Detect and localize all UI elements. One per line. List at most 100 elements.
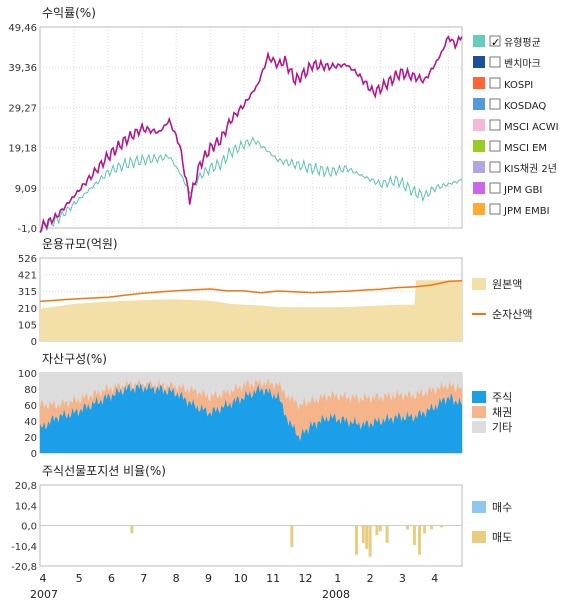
plot-area: [39, 26, 463, 229]
series-line: [39, 34, 463, 233]
bar: [429, 525, 433, 530]
bar: [365, 525, 369, 549]
y-tick-label: 315: [18, 287, 37, 298]
legend-swatch: [472, 531, 486, 543]
x-tick-label: 4: [431, 572, 438, 585]
legend-label: KOSPI: [504, 80, 533, 91]
legend-checkbox[interactable]: [489, 203, 501, 215]
bar: [406, 525, 409, 530]
x-tick-label: 7: [140, 572, 147, 585]
legend-label: 주식: [492, 391, 512, 404]
y-tick-label: 421: [18, 271, 37, 282]
legend-label: 매수: [492, 501, 512, 514]
series-area: [40, 381, 462, 453]
bar: [412, 525, 416, 545]
legend-label: 기타: [492, 421, 512, 434]
x-tick-label: 8: [173, 572, 180, 585]
legend-checkbox[interactable]: [489, 119, 501, 131]
bar: [385, 525, 389, 543]
x-tick-label: 9: [205, 572, 212, 585]
legend-label: KIS채권 2년: [504, 163, 557, 175]
legend-checkbox[interactable]: [489, 161, 501, 173]
chart-title: 자산구성(%): [42, 352, 107, 366]
legend-swatch: [473, 119, 485, 131]
bar: [290, 525, 294, 547]
legend-swatch: [473, 182, 485, 194]
chart-panel-1: 수익률(%) 49,46 39,36 29,27 19,18 9,09 -1,0 ✓ 유형평균벤…: [8, 6, 558, 235]
x-tick-label: 1: [334, 572, 341, 585]
legend-label: 벤치마크: [504, 58, 541, 70]
legend-label: 채권: [492, 406, 512, 419]
legend-swatch: [472, 501, 486, 513]
y-tick-label: 20: [24, 433, 37, 444]
year-label: 2007: [30, 588, 58, 601]
bar: [355, 525, 358, 555]
bar: [368, 525, 372, 557]
y-tick-label: 19,18: [8, 144, 37, 155]
x-tick-label: 2: [367, 572, 374, 585]
legend-checkbox[interactable]: [489, 140, 501, 152]
y-tick-label: 0,0: [21, 522, 37, 533]
y-tick-label: 20,8: [15, 481, 37, 492]
legend-checkbox[interactable]: [489, 98, 501, 110]
bar: [440, 525, 444, 528]
check-icon: ✓: [491, 36, 500, 49]
legend-swatch: [473, 77, 485, 89]
legend-checkbox[interactable]: [489, 56, 501, 68]
legend-label: 매도: [492, 531, 512, 544]
legend-checkbox[interactable]: [489, 77, 501, 89]
legend-label: 원본액: [492, 278, 522, 291]
y-tick-label: 60: [24, 401, 37, 412]
y-tick-label: 526: [18, 254, 37, 265]
x-tick-label: 6: [108, 572, 115, 585]
x-tick-label: 3: [399, 572, 406, 585]
legend-swatch: [472, 278, 486, 290]
y-tick-label: 0: [31, 337, 37, 348]
year-label: 2008: [322, 588, 350, 601]
legend-swatch: [473, 161, 485, 173]
x-tick-label: 11: [266, 572, 280, 585]
bar: [418, 525, 421, 555]
legend-label: MSCI ACWI: [504, 122, 559, 133]
legend-checkbox[interactable]: [489, 35, 501, 47]
bar: [375, 525, 379, 536]
legend-swatch: [473, 203, 485, 215]
chart-title: 운용규모(억원): [42, 237, 118, 251]
legend-swatch: [473, 56, 485, 68]
y-tick-label: 0: [31, 449, 37, 460]
y-tick-label: -20,8: [11, 562, 37, 573]
y-tick-label: 10,4: [15, 501, 37, 512]
legend-label: MSCI EM: [504, 143, 547, 154]
legend-swatch: [472, 406, 486, 418]
x-tick-label: 12: [299, 572, 313, 585]
legend-swatch: [472, 391, 486, 403]
y-tick-label: -10,4: [11, 542, 37, 553]
chart-title: 수익률(%): [42, 6, 96, 20]
y-tick-label: 105: [18, 320, 37, 331]
y-tick-label: 210: [18, 304, 37, 315]
legend-swatch: [472, 421, 486, 433]
y-tick-label: 100: [18, 369, 37, 380]
y-tick-label: 49,46: [8, 23, 37, 34]
bar: [423, 525, 427, 534]
legend-swatch: [473, 140, 485, 152]
bar: [378, 525, 382, 532]
y-tick-label: 40: [24, 417, 37, 428]
legend-checkbox[interactable]: [489, 182, 501, 194]
y-tick-label: 29,27: [8, 103, 37, 114]
bar: [130, 525, 134, 534]
x-tick-label: 10: [234, 572, 248, 585]
legend-label: JPM GBI: [503, 185, 542, 196]
legend-label: JPM EMBI: [503, 206, 550, 217]
x-tick-label: 4: [40, 572, 47, 585]
series-area: [40, 280, 462, 341]
